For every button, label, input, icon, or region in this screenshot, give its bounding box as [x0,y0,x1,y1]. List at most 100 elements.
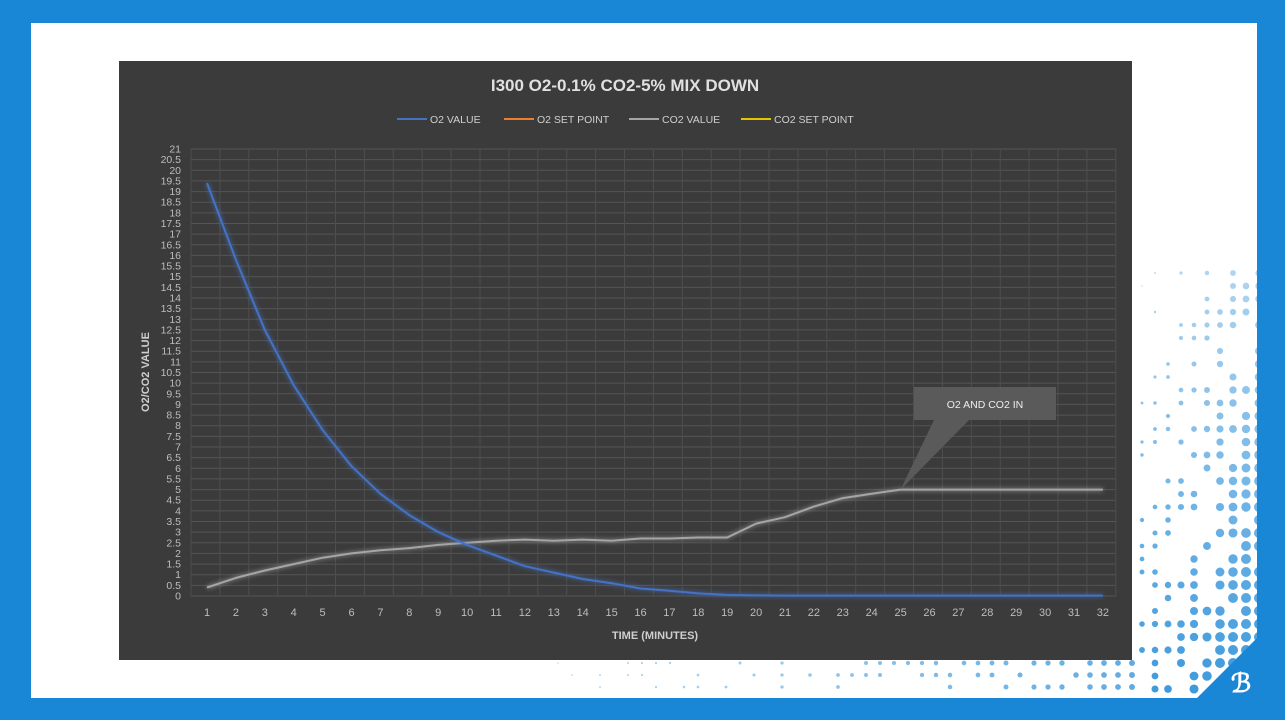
y-tick-label: 5.5 [166,473,181,485]
y-tick-label: 3.5 [166,516,181,528]
decor-dot [1204,465,1211,472]
decor-dot [1242,412,1250,420]
y-tick-label: 9 [175,399,181,411]
decor-dot [1204,322,1209,327]
decor-dot [1254,528,1257,538]
decor-dot [1242,386,1250,394]
decor-dot [990,661,995,666]
decor-dot [1165,517,1171,523]
decor-dot [1215,619,1225,629]
slide: I300 O2-0.1% CO2-5% MIX DOWN O2 VALUE O2 … [31,23,1257,698]
decor-dot [1254,606,1257,616]
decor-dot [1229,503,1238,512]
decor-dot [557,662,559,664]
y-axis-ticks: 00.511.522.533.544.555.566.577.588.599.5… [161,144,182,603]
decor-dot [1179,388,1184,393]
decor-dot [1254,450,1257,459]
y-tick-label: 7 [175,442,181,454]
decor-dot [1031,684,1036,689]
y-tick-label: 4.5 [166,495,181,507]
decor-dot [780,673,783,676]
decor-dot [1179,401,1184,406]
decor-dot [1004,661,1009,666]
decor-dot [1059,684,1064,689]
y-tick-label: 0 [175,591,181,603]
y-tick-label: 8.5 [166,410,181,422]
decor-dot [1153,375,1156,378]
decor-dot [1191,504,1198,511]
decor-dot [1241,541,1251,551]
legend-item: O2 SET POINT [504,114,610,126]
decor-dot [1087,672,1093,678]
decor-dot [1241,580,1251,590]
decor-dot [1004,685,1009,690]
x-tick-label: 17 [663,607,675,619]
x-tick-label: 4 [291,607,297,619]
x-tick-label: 18 [692,607,704,619]
decor-dot [1153,427,1157,431]
y-tick-label: 10 [169,378,181,390]
decor-dot [1255,269,1257,276]
decor-dot [1228,593,1238,603]
decor-dot [962,661,967,666]
decor-dot [1204,400,1210,406]
decor-dot [1254,437,1257,446]
y-tick-label: 12 [169,335,181,347]
x-tick-label: 11 [490,607,501,619]
decor-dot [1178,504,1184,510]
decor-dot [1254,515,1257,525]
decor-dot [1255,399,1257,408]
decor-dot [1140,440,1143,443]
y-tick-label: 8 [175,420,181,432]
y-tick-label: 16.5 [161,239,182,251]
decor-dot [1230,296,1236,302]
decor-dot [1191,426,1197,432]
y-tick-label: 11 [170,356,181,368]
x-tick-label: 24 [866,607,878,619]
decor-dot [1254,489,1257,499]
decor-dot [878,673,882,677]
decor-dot [1217,400,1224,407]
decor-dot [1217,413,1224,420]
x-tick-label: 8 [406,607,412,619]
decor-dot [1241,476,1250,485]
y-tick-label: 20.5 [161,154,182,166]
x-tick-label: 13 [548,607,560,619]
decor-dot [948,673,953,678]
y-tick-label: 21 [169,144,181,156]
decor-dot [1254,463,1257,473]
y-tick-label: 15.5 [161,261,182,273]
svg-text:ℬ: ℬ [1231,668,1251,698]
decor-dot [1101,672,1107,678]
decor-dot [1178,491,1184,497]
decor-dot [976,673,981,678]
decor-dot [934,661,938,665]
decor-dot [1241,528,1251,538]
decor-dot [1190,620,1198,628]
decor-dot [1190,594,1198,602]
x-tick-label: 32 [1097,607,1109,619]
y-tick-label: 19 [169,186,181,198]
decor-dot [1152,660,1159,667]
decor-dot [1152,543,1157,548]
decor-dot [655,686,657,688]
y-tick-label: 6 [175,463,181,475]
decor-dot [1152,569,1158,575]
decor-dot [641,674,643,676]
decor-dot [1254,580,1257,590]
decor-dot [627,662,629,664]
decor-dot [1166,427,1170,431]
decor-dot [1204,426,1210,432]
decor-dot [1165,595,1172,602]
annotation-callout: O2 AND CO2 IN [901,387,1056,490]
decor-dot [1192,336,1197,341]
x-tick-label: 1 [204,607,210,619]
x-tick-label: 5 [320,607,326,619]
decor-dot [1179,271,1182,274]
decor-dot [627,674,629,676]
y-tick-label: 19.5 [161,175,182,187]
decor-dot [1141,402,1144,405]
y-tick-label: 15 [169,271,181,283]
decor-dot [1152,673,1159,680]
decor-dot [1255,295,1257,302]
